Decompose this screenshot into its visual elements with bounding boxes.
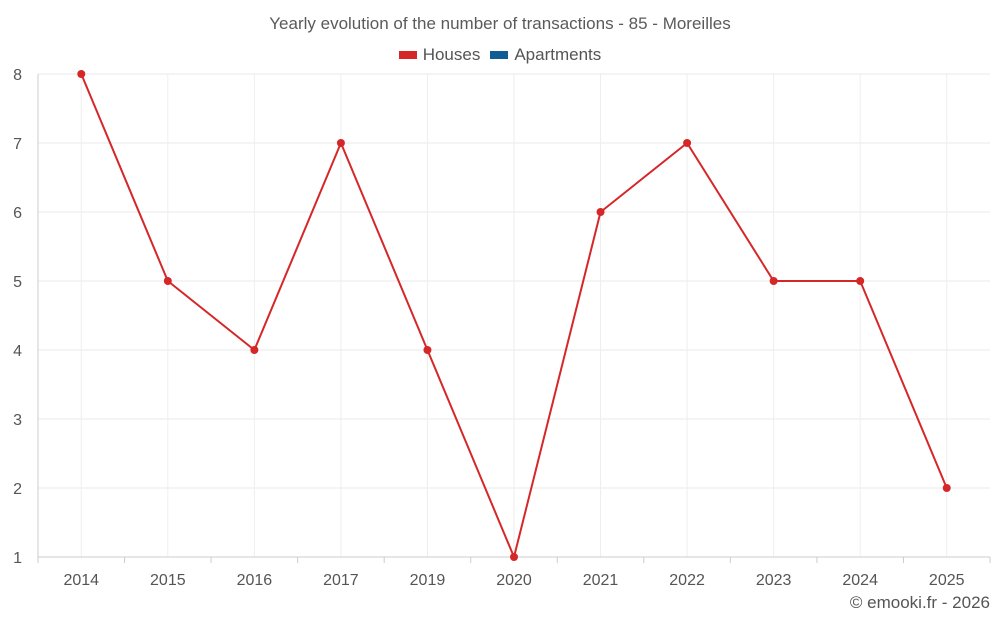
x-tick-label: 2024 [842,572,878,589]
y-tick-label: 2 [13,481,22,498]
data-point [856,277,865,285]
chart-legend: Houses Apartments [0,45,1000,65]
y-tick-label: 5 [13,274,22,291]
x-tick-label: 2025 [929,572,965,589]
x-tick-label: 2021 [583,572,619,589]
x-tick-label: 2020 [496,572,532,589]
x-tick-label: 2022 [669,572,705,589]
y-tick-label: 7 [13,136,22,153]
x-tick-label: 2015 [150,572,186,589]
y-tick-label: 8 [13,67,22,84]
legend-label-apartments: Apartments [514,45,602,64]
chart-title: Yearly evolution of the number of transa… [269,14,731,33]
data-point [596,208,605,216]
data-point [942,484,951,492]
footer-credit: © emooki.fr - 2026 [849,593,990,612]
x-tick-label: 2014 [63,572,99,589]
data-point [336,139,345,147]
data-point [423,346,432,354]
legend-item-apartments[interactable]: Apartments [490,45,601,65]
y-tick-label: 4 [13,343,22,360]
y-tick-label: 3 [13,412,22,429]
x-tick-label: 2023 [756,572,792,589]
legend-swatch-apartments [490,51,509,59]
data-point [250,346,259,354]
y-tick-label: 6 [13,205,22,222]
legend-swatch-houses [398,51,417,59]
x-tick-label: 2016 [237,572,273,589]
data-point [683,139,692,147]
x-tick-label: 2019 [410,572,446,589]
legend-label-houses: Houses [422,45,481,64]
data-point [510,553,518,561]
legend-item-houses[interactable]: Houses [398,45,481,65]
data-point [163,277,172,285]
x-tick-label: 2017 [323,572,359,589]
data-point [769,277,778,285]
data-point [77,70,86,78]
y-tick-label: 1 [13,550,22,567]
